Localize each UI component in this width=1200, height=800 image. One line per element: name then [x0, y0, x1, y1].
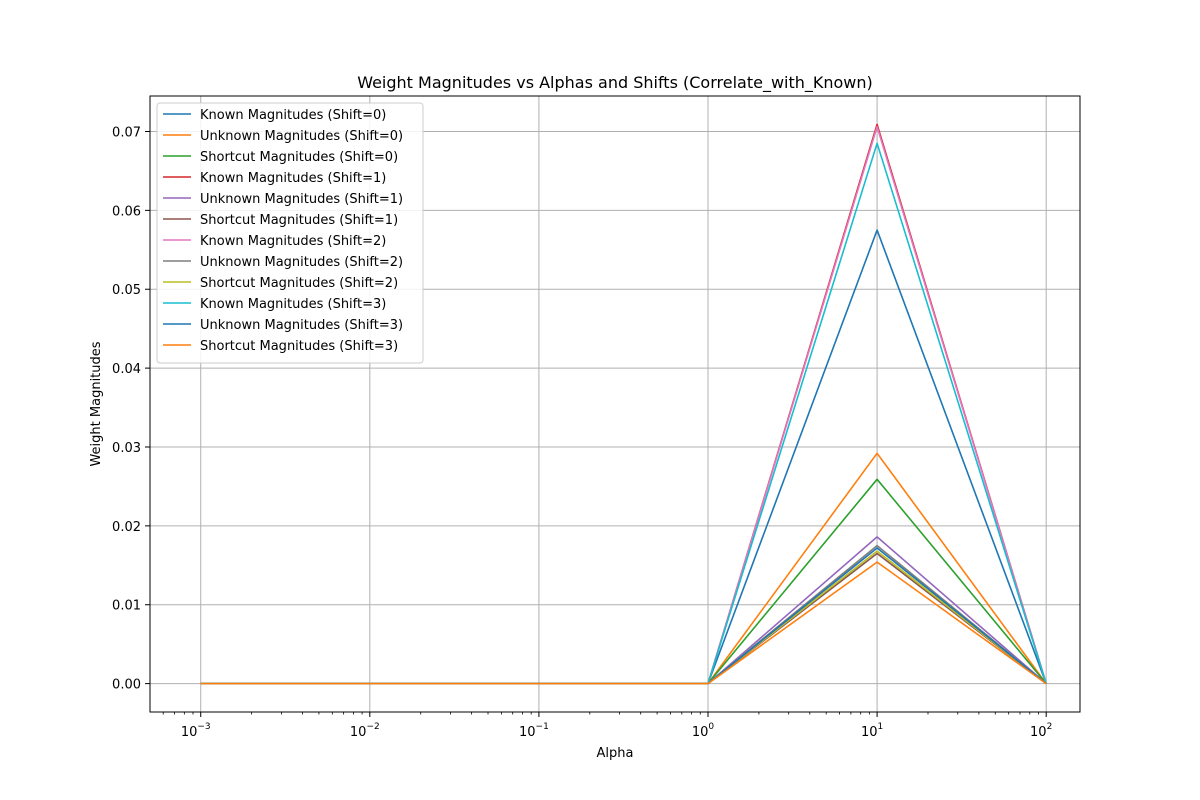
- x-tick-label: 100: [692, 722, 715, 740]
- legend-label: Unknown Magnitudes (Shift=2): [200, 255, 403, 270]
- legend-label: Shortcut Magnitudes (Shift=1): [200, 213, 398, 228]
- y-tick-label: 0.01: [112, 599, 141, 614]
- series-line-12: [200, 561, 1047, 685]
- y-tick-label: 0.07: [112, 125, 141, 140]
- y-tick-label: 0.06: [112, 204, 141, 219]
- grid-lines: [150, 96, 1080, 712]
- legend-label: Known Magnitudes (Shift=3): [200, 297, 386, 312]
- y-tick-label: 0.00: [112, 678, 141, 693]
- legend: Known Magnitudes (Shift=0) Unknown Magnit…: [156, 102, 424, 364]
- legend-label: Shortcut Magnitudes (Shift=2): [200, 276, 398, 291]
- legend-label: Shortcut Magnitudes (Shift=0): [200, 150, 398, 165]
- legend-label: Unknown Magnitudes (Shift=0): [200, 129, 403, 144]
- x-tick-label: 10−3: [181, 722, 211, 740]
- x-tick-label: 10−1: [519, 722, 549, 740]
- legend-box: [156, 102, 424, 364]
- x-axis-ticks: 10−3 10−2 10−1 100 101 102: [162, 712, 1052, 740]
- legend-label: Known Magnitudes (Shift=2): [200, 234, 386, 249]
- legend-label: Shortcut Magnitudes (Shift=3): [200, 339, 398, 354]
- y-tick-label: 0.02: [112, 520, 141, 535]
- chart-title: Weight Magnitudes vs Alphas and Shifts (…: [357, 73, 873, 93]
- legend-label: Known Magnitudes (Shift=1): [200, 171, 386, 186]
- y-tick-label: 0.03: [112, 441, 141, 456]
- y-axis-label: Weight Magnitudes: [89, 341, 104, 466]
- y-tick-label: 0.04: [112, 362, 141, 377]
- x-tick-label: 101: [861, 722, 883, 740]
- series-lines: [200, 123, 1047, 685]
- legend-label: Unknown Magnitudes (Shift=3): [200, 318, 403, 333]
- y-tick-label: 0.05: [112, 283, 141, 298]
- x-axis-label: Alpha: [597, 746, 634, 761]
- y-axis-ticks: 0.00 0.01 0.02 0.03 0.04 0.05 0.06 0.07: [112, 125, 150, 693]
- legend-label: Unknown Magnitudes (Shift=1): [200, 192, 403, 207]
- x-tick-label: 10−2: [350, 722, 380, 740]
- x-tick-label: 102: [1030, 722, 1052, 740]
- plot-frame: [149, 95, 1081, 713]
- legend-label: Known Magnitudes (Shift=0): [200, 108, 386, 123]
